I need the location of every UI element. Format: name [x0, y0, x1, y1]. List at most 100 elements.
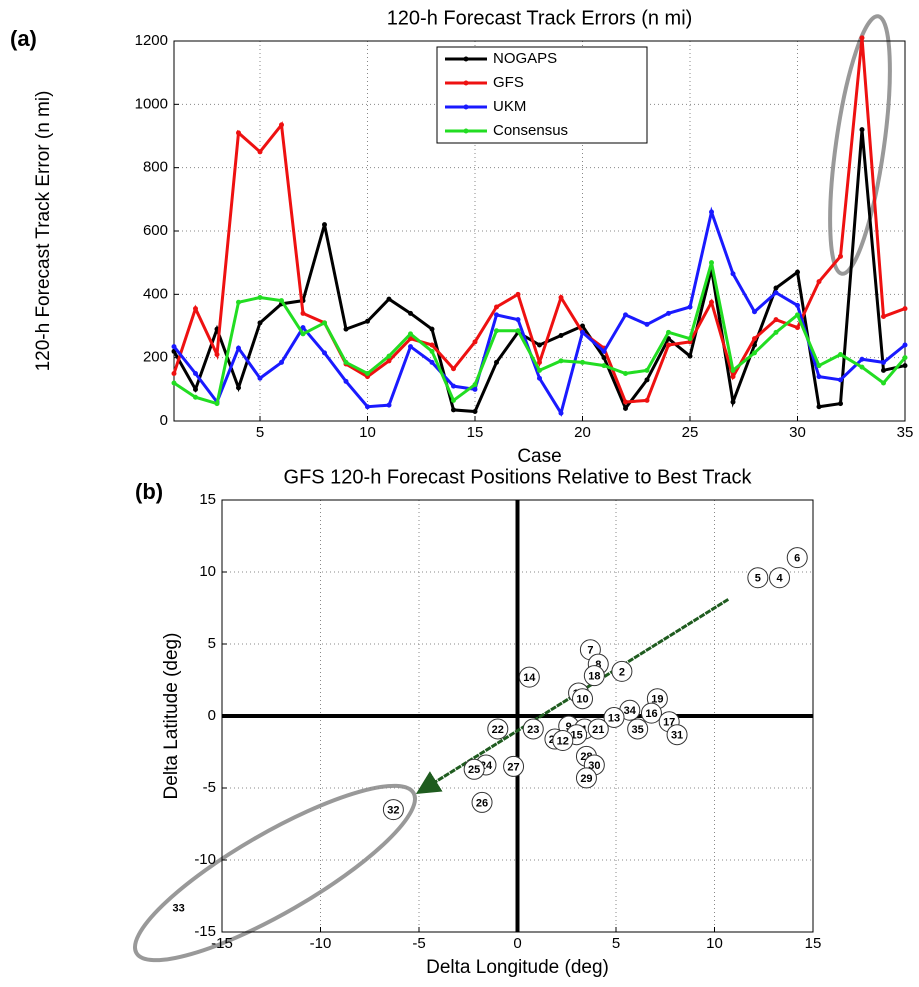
- point-circle: [518, 666, 540, 688]
- point: [279, 298, 284, 304]
- point: [300, 310, 306, 316]
- point: [279, 359, 284, 365]
- legend-marker: [463, 80, 469, 86]
- point: [795, 325, 800, 331]
- point: [537, 342, 542, 348]
- point: [451, 383, 456, 389]
- point: [816, 404, 822, 410]
- point: [386, 402, 392, 408]
- point: [429, 342, 435, 348]
- point-circle: [471, 791, 493, 813]
- point-label: 33: [173, 902, 185, 914]
- legend-label: Consensus: [493, 122, 568, 139]
- point: [580, 323, 585, 329]
- point: [386, 296, 392, 302]
- point: [795, 269, 800, 275]
- point-label: 34: [624, 705, 637, 717]
- series-line: [172, 206, 906, 417]
- point: [709, 260, 714, 266]
- point: [193, 306, 198, 312]
- point: [322, 320, 327, 326]
- point: [644, 377, 650, 383]
- x-tick-label: 10: [359, 424, 376, 441]
- point: [709, 209, 714, 215]
- point: [451, 407, 456, 413]
- point-label: 5: [755, 573, 761, 585]
- point: [902, 355, 908, 361]
- point: [537, 367, 542, 373]
- point: [881, 380, 886, 386]
- point-label: 19: [651, 694, 663, 706]
- panel-label: (a): [10, 26, 37, 51]
- y-tick-label: 800: [143, 159, 168, 176]
- legend-marker: [463, 128, 469, 134]
- legend-label: GFS: [493, 74, 524, 91]
- point-label: 16: [645, 708, 657, 720]
- point-circle: [583, 665, 605, 687]
- point-label: 22: [492, 724, 504, 736]
- point: [429, 359, 435, 365]
- x-tick-label: -15: [211, 935, 233, 952]
- point-label: 32: [387, 805, 399, 817]
- point-circle: [575, 767, 597, 789]
- x-tick-label: 30: [789, 424, 806, 441]
- point: [838, 253, 843, 259]
- point: [322, 222, 327, 228]
- point: [838, 401, 843, 407]
- point: [752, 350, 757, 356]
- point: [902, 306, 908, 312]
- point: [300, 325, 306, 331]
- point: [881, 314, 886, 319]
- panel-label: (b): [135, 479, 163, 504]
- point: [429, 348, 435, 354]
- point-label: 9: [566, 721, 572, 733]
- point: [257, 295, 263, 300]
- point: [730, 367, 736, 373]
- point: [386, 358, 392, 364]
- point: [236, 299, 241, 305]
- point: [494, 328, 499, 334]
- point: [257, 375, 263, 381]
- y-tick-label: 0: [208, 707, 216, 724]
- point-circle: [747, 567, 769, 589]
- point-circle: [552, 729, 574, 751]
- x-tick-label: 5: [612, 935, 620, 952]
- y-tick-label: 1200: [135, 32, 168, 49]
- point-label: 25: [468, 764, 480, 776]
- point-label: 2: [619, 666, 625, 678]
- y-tick-label: 200: [143, 349, 168, 366]
- legend-box: [436, 46, 648, 144]
- y-tick-label: 0: [160, 412, 168, 429]
- point-label: 4: [776, 573, 783, 585]
- point-label: 15: [570, 730, 582, 742]
- point: [236, 345, 241, 351]
- point: [472, 382, 478, 388]
- x-tick-label: 20: [574, 424, 591, 441]
- point-label: 14: [523, 672, 536, 684]
- point-label: 18: [588, 671, 600, 683]
- y-tick-label: 5: [208, 635, 216, 652]
- point-label: 35: [632, 724, 644, 736]
- x-tick-label: 15: [467, 424, 484, 441]
- point: [408, 310, 413, 316]
- point: [623, 312, 628, 318]
- point: [494, 359, 499, 365]
- point: [644, 321, 650, 327]
- x-tick-label: 35: [897, 424, 914, 441]
- point: [472, 386, 478, 392]
- x-tick-label: -10: [310, 935, 332, 952]
- point-circle: [503, 755, 525, 777]
- point: [451, 397, 456, 403]
- point: [859, 127, 865, 133]
- point: [859, 356, 865, 362]
- point: [687, 353, 693, 359]
- point-label: 27: [507, 761, 519, 773]
- point: [730, 374, 736, 380]
- point-label: 6: [794, 553, 800, 565]
- point: [537, 375, 542, 381]
- point: [236, 385, 241, 391]
- point: [257, 320, 263, 326]
- point: [881, 359, 886, 365]
- point: [515, 317, 521, 323]
- point-circle: [587, 718, 609, 740]
